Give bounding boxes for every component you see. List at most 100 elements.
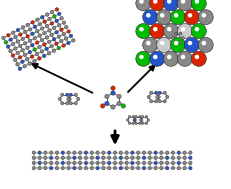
Circle shape [79,156,82,160]
Circle shape [139,115,141,118]
Circle shape [21,37,24,41]
Circle shape [157,10,172,25]
Circle shape [143,37,158,52]
Circle shape [139,55,144,59]
Circle shape [38,22,42,26]
Circle shape [18,67,22,70]
Circle shape [183,161,186,165]
Circle shape [128,122,131,125]
Circle shape [111,105,115,109]
Circle shape [50,33,54,37]
Circle shape [21,60,24,64]
Circle shape [55,42,58,46]
Circle shape [148,161,152,165]
Circle shape [55,19,58,23]
Circle shape [184,10,199,25]
Circle shape [142,156,146,160]
Circle shape [50,22,54,25]
Circle shape [40,38,44,42]
Circle shape [181,0,185,4]
Circle shape [74,93,77,96]
Circle shape [72,39,75,42]
Circle shape [107,167,111,170]
Circle shape [69,93,73,96]
Circle shape [58,97,61,101]
Circle shape [137,156,140,160]
Circle shape [40,27,44,30]
Circle shape [62,21,66,24]
Circle shape [143,10,158,25]
Circle shape [111,86,115,90]
Circle shape [9,49,12,53]
Circle shape [96,167,99,170]
Circle shape [150,100,153,103]
Circle shape [102,151,105,154]
Circle shape [165,156,169,160]
Circle shape [16,28,20,32]
Circle shape [163,91,166,94]
Circle shape [90,167,94,170]
Circle shape [44,167,47,170]
Circle shape [177,161,180,165]
Circle shape [13,58,17,62]
Circle shape [38,167,41,170]
Circle shape [153,55,158,59]
Circle shape [55,8,59,11]
Circle shape [191,51,206,66]
Circle shape [132,115,135,118]
Circle shape [26,23,30,27]
Circle shape [160,167,163,170]
Circle shape [164,51,179,66]
Circle shape [171,161,175,165]
Circle shape [137,151,140,154]
Circle shape [57,46,61,50]
Circle shape [136,0,151,11]
Circle shape [73,161,76,165]
Circle shape [174,13,178,18]
Circle shape [154,151,157,154]
Circle shape [50,44,53,48]
Circle shape [43,31,46,35]
Circle shape [84,161,88,165]
Circle shape [44,161,47,165]
Circle shape [140,119,142,121]
Circle shape [150,51,165,66]
Circle shape [170,10,185,25]
Circle shape [146,13,151,18]
Circle shape [11,31,15,34]
Circle shape [189,151,192,154]
Circle shape [177,24,192,39]
Circle shape [160,41,164,45]
Circle shape [139,27,144,31]
Circle shape [141,115,144,118]
Circle shape [177,156,180,160]
Circle shape [183,156,186,160]
Circle shape [154,161,157,165]
Circle shape [6,45,10,48]
Circle shape [158,91,161,94]
Circle shape [163,100,166,103]
Circle shape [171,167,175,170]
Circle shape [60,28,63,32]
Circle shape [68,97,71,101]
Circle shape [4,40,8,44]
Circle shape [181,55,185,59]
Circle shape [131,167,134,170]
Circle shape [49,156,53,160]
Circle shape [111,91,115,95]
Circle shape [107,156,111,160]
Circle shape [55,151,59,154]
Circle shape [160,161,163,165]
Circle shape [189,167,192,170]
Circle shape [26,35,29,38]
Circle shape [171,151,175,154]
Circle shape [117,94,121,99]
Circle shape [69,102,73,105]
Circle shape [177,151,180,154]
Circle shape [11,42,15,46]
Circle shape [28,62,31,65]
Circle shape [14,35,17,39]
Circle shape [179,32,182,35]
Circle shape [198,37,213,52]
Circle shape [137,161,140,165]
